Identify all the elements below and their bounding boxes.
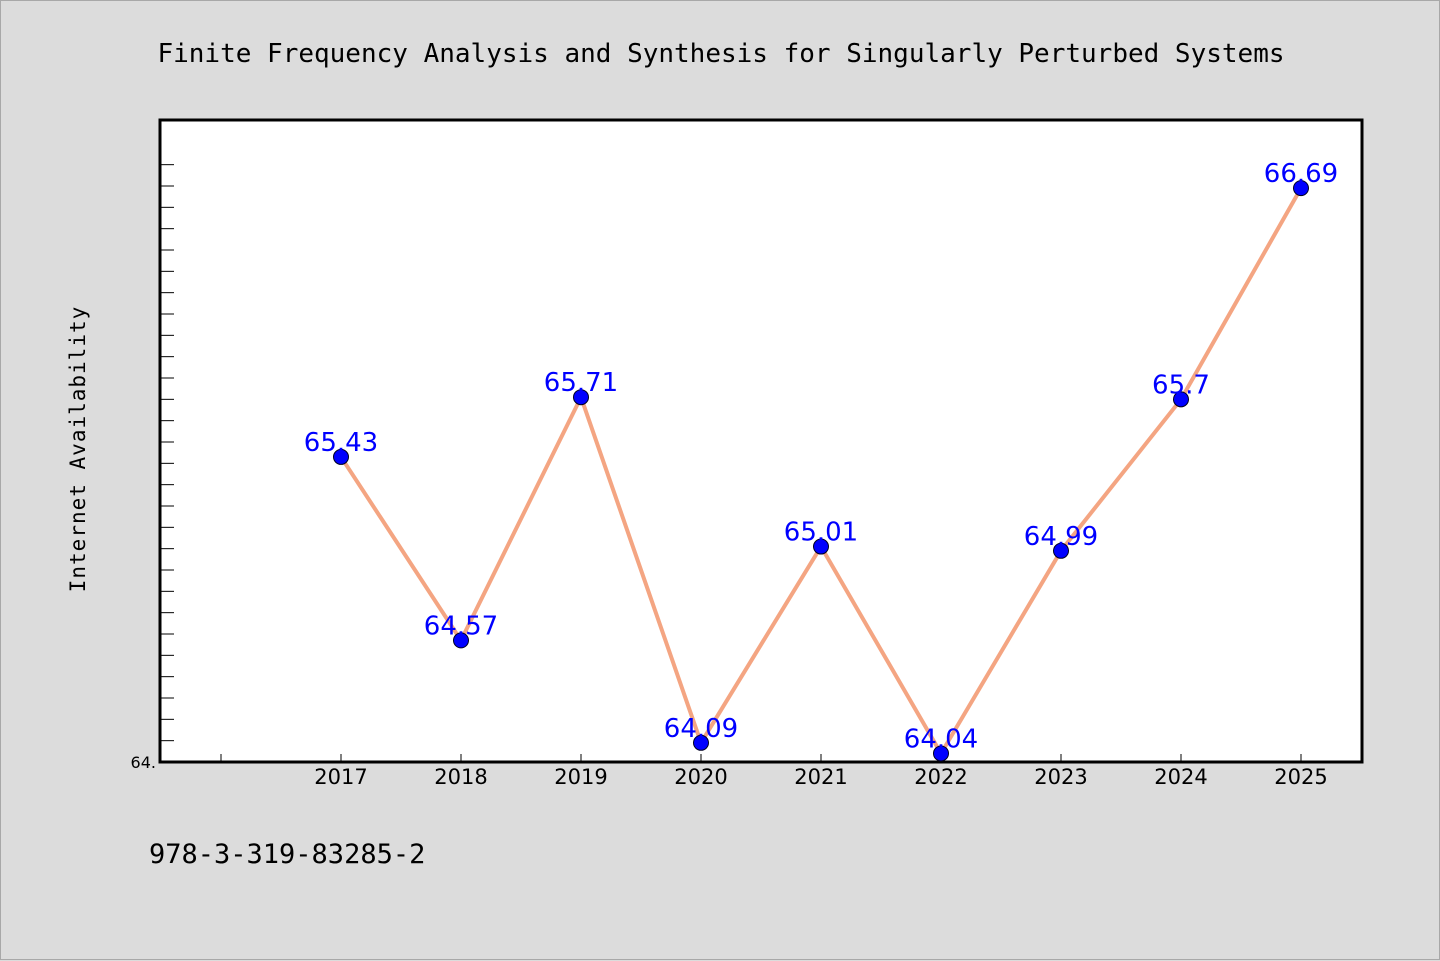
data-label: 65.71: [544, 368, 618, 398]
data-label: 64.04: [904, 724, 978, 754]
y-minor-ticks: [160, 164, 174, 742]
x-tick-label: 2019: [554, 765, 607, 789]
data-label: 64.57: [424, 611, 498, 641]
y-tick-label: 64.: [131, 753, 156, 772]
data-point: [813, 538, 829, 555]
x-tick-label: 2022: [914, 765, 967, 789]
data-point: [333, 448, 349, 465]
series-markers: [333, 180, 1309, 762]
data-point: [1173, 391, 1189, 408]
data-point: [573, 389, 589, 406]
y-axis-ticks: 64.: [131, 753, 156, 772]
x-tick-label: 2023: [1034, 765, 1087, 789]
x-tick-label: 2018: [434, 765, 487, 789]
data-label: 64.09: [664, 714, 738, 744]
data-label: 65.01: [784, 518, 858, 548]
y-axis-label: Internet Availability: [66, 306, 90, 593]
data-point: [933, 745, 949, 762]
x-tick-label: 2025: [1274, 765, 1327, 789]
x-tick-label: 2024: [1154, 765, 1207, 789]
footer-isbn: 978-3-319-83285-2: [149, 839, 425, 870]
data-label: 65.43: [304, 428, 378, 458]
data-label: 65.7: [1152, 370, 1210, 400]
data-point: [693, 734, 709, 751]
x-tick-label: 2017: [314, 765, 367, 789]
x-tick-label: 2020: [674, 765, 727, 789]
x-tick-label: 2021: [794, 765, 847, 789]
data-label: 64.99: [1024, 522, 1098, 552]
x-axis-ticks: 2017 2018 2019 2020 2021 2022 2023 2024 2025: [220, 754, 1328, 789]
chart-title: Finite Frequency Analysis and Synthesis …: [157, 39, 1284, 69]
data-label: 66.69: [1264, 159, 1338, 189]
plot-area: [158, 118, 1364, 764]
data-point: [453, 632, 469, 649]
data-point: [1053, 542, 1069, 559]
data-labels: 65.43 64.57 65.71 64.09 65.01 64.04 64.99 65.7 6…: [304, 159, 1338, 754]
data-point: [1293, 180, 1309, 197]
